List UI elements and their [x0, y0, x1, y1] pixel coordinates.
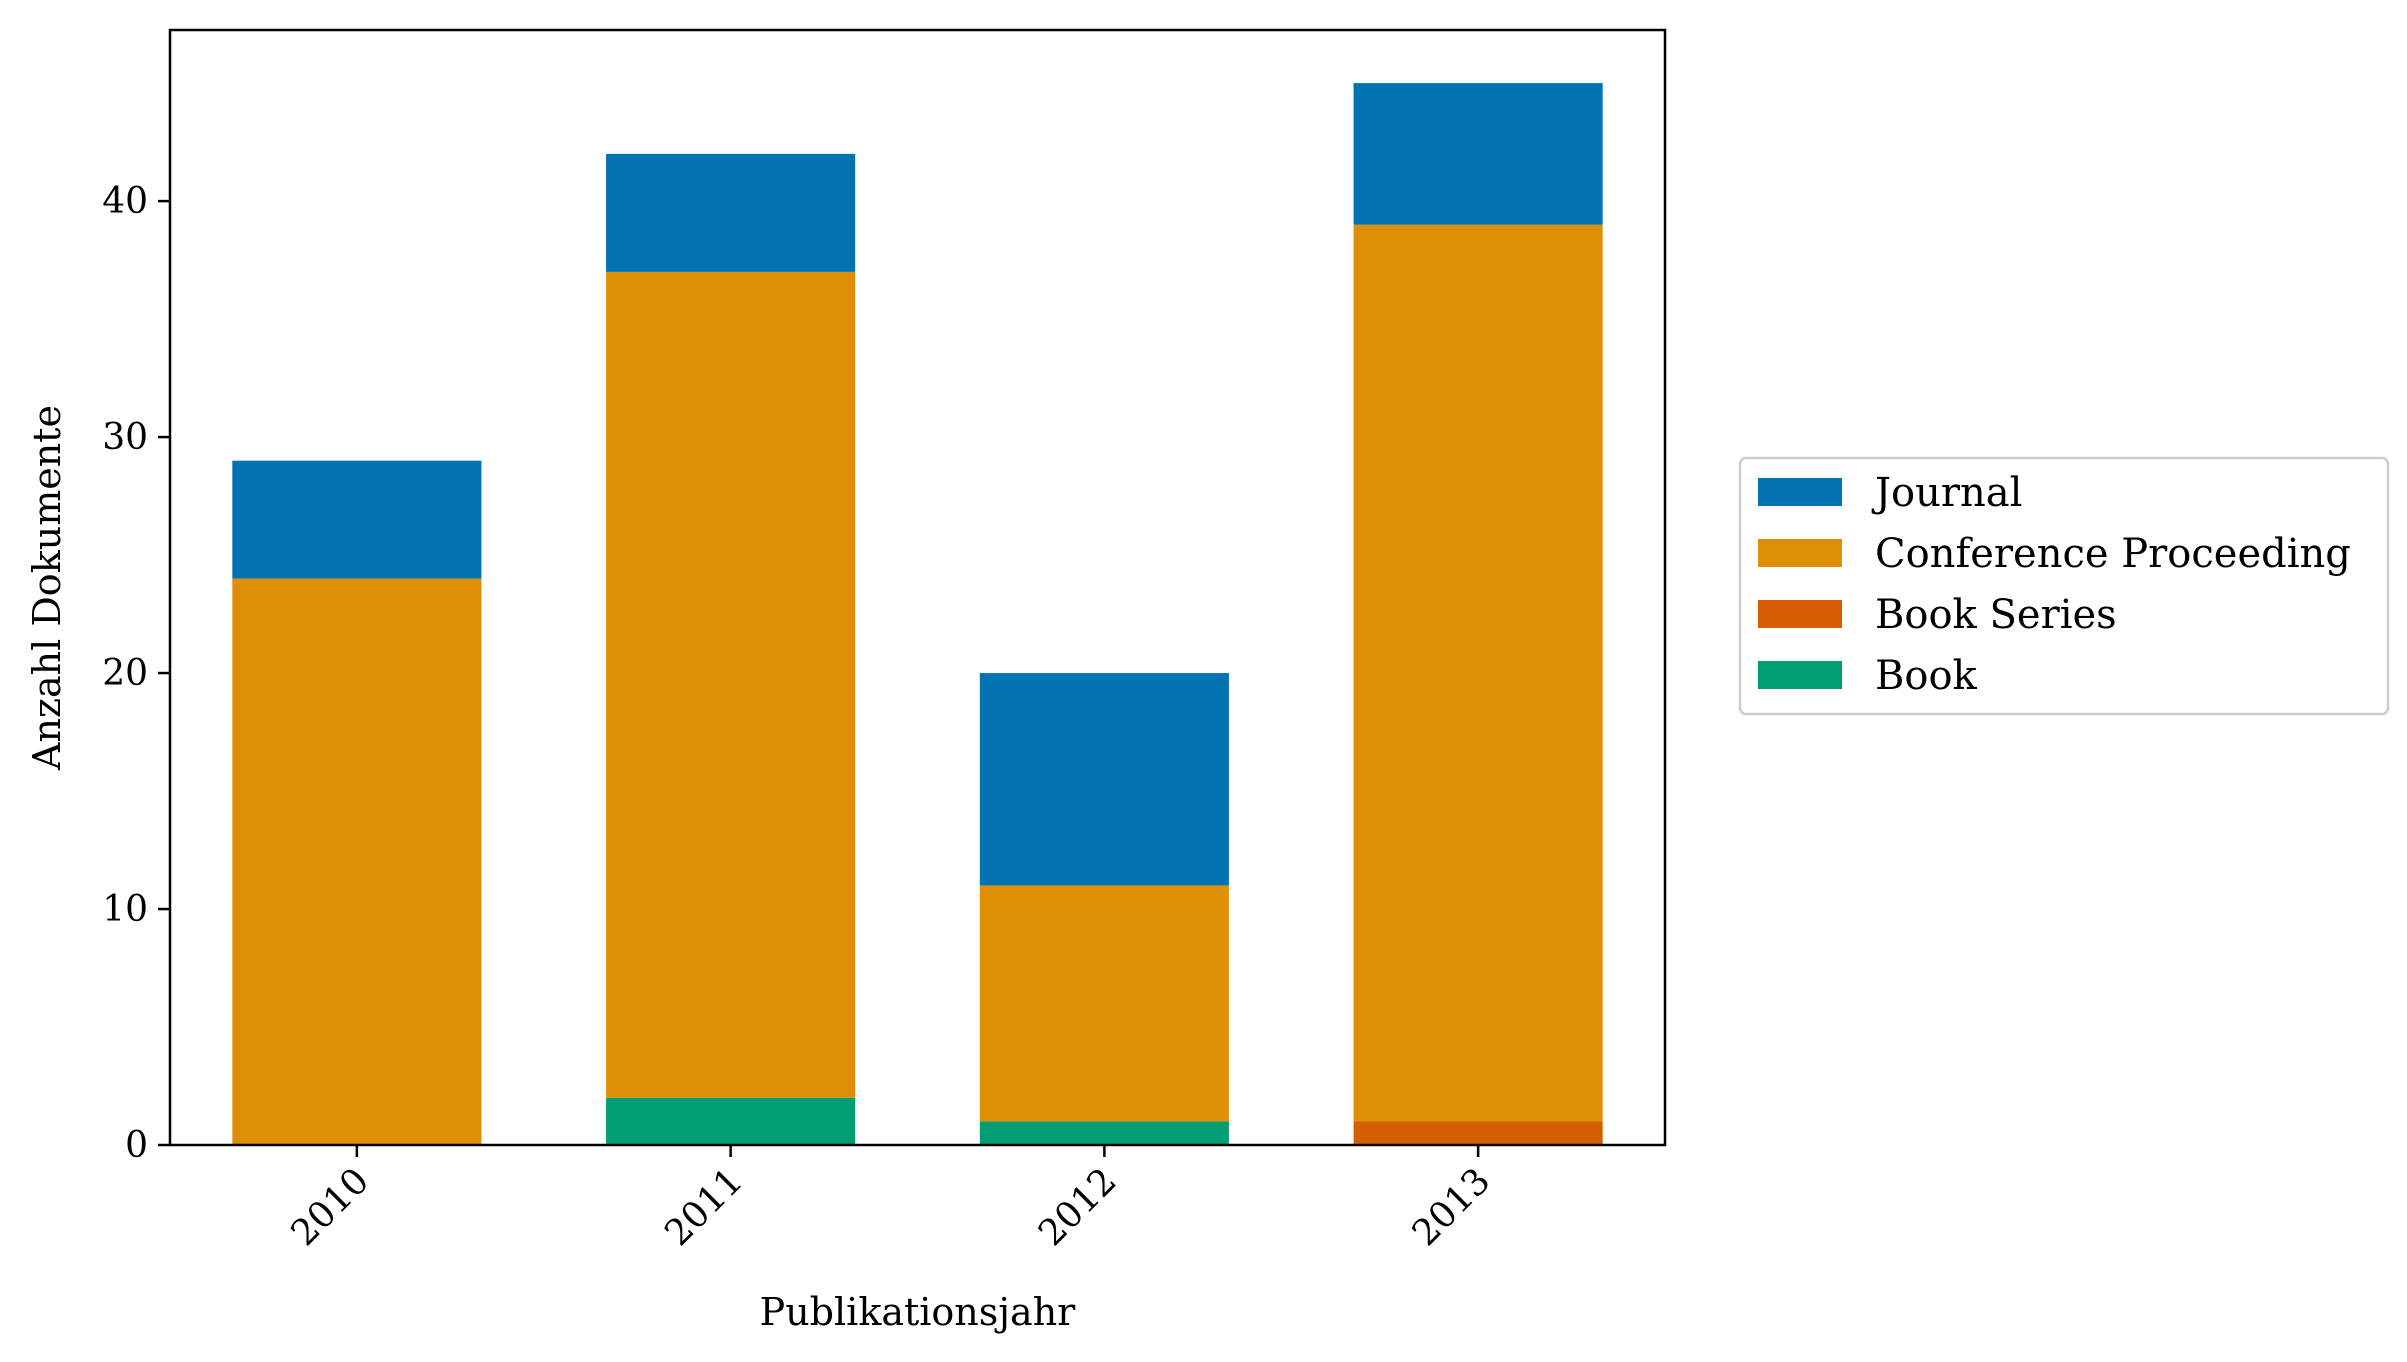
bar-conference-proceeding-2010 — [232, 578, 482, 1145]
legend: Journal Conference Proceeding Book Series B… — [1738, 456, 2390, 716]
legend-swatch-book-series — [1758, 600, 1842, 628]
bar-journal-2010 — [232, 460, 482, 579]
bars-layer — [232, 83, 1603, 1145]
x-tick-label-2011: 2011 — [657, 1160, 751, 1254]
y-tick-label-0: 0 — [125, 1125, 148, 1166]
bar-conference-proceeding-2012 — [979, 885, 1229, 1122]
y-tick-label-10: 10 — [102, 889, 148, 930]
legend-swatch-journal — [1758, 478, 1842, 506]
bar-book-2011 — [606, 1097, 856, 1145]
legend-label-book: Book — [1875, 653, 1978, 699]
legend-swatch-book — [1758, 661, 1842, 689]
bar-journal-2012 — [979, 673, 1229, 886]
y-tick-label-30: 30 — [102, 417, 148, 458]
legend-items: Journal Conference Proceeding Book Series B… — [1758, 470, 2351, 699]
legend-frame — [1738, 456, 2390, 716]
bar-conference-proceeding-2011 — [606, 271, 856, 1098]
x-tick-label-2010: 2010 — [283, 1160, 377, 1254]
x-axis-label: Publikationsjahr — [760, 1290, 1077, 1334]
bar-conference-proceeding-2013 — [1353, 224, 1603, 1122]
legend-label-conference-proceeding: Conference Proceeding — [1875, 531, 2351, 577]
bar-book-2012 — [979, 1121, 1229, 1145]
bar-journal-2013 — [1353, 83, 1603, 225]
x-tick-label-2012: 2012 — [1031, 1160, 1125, 1254]
bar-book-series-2013 — [1353, 1121, 1603, 1145]
legend-label-journal: Journal — [1871, 470, 2022, 516]
y-tick-label-20: 20 — [102, 653, 148, 694]
x-tick-label-2013: 2013 — [1405, 1160, 1499, 1254]
y-tick-label-40: 40 — [102, 181, 148, 222]
legend-swatch-conference-proceeding — [1758, 539, 1842, 567]
y-axis-label: Anzahl Dokumente — [25, 405, 69, 771]
plot-area-frame — [168, 28, 1667, 1147]
legend-label-book-series: Book Series — [1875, 592, 2117, 638]
bar-journal-2011 — [606, 153, 856, 272]
